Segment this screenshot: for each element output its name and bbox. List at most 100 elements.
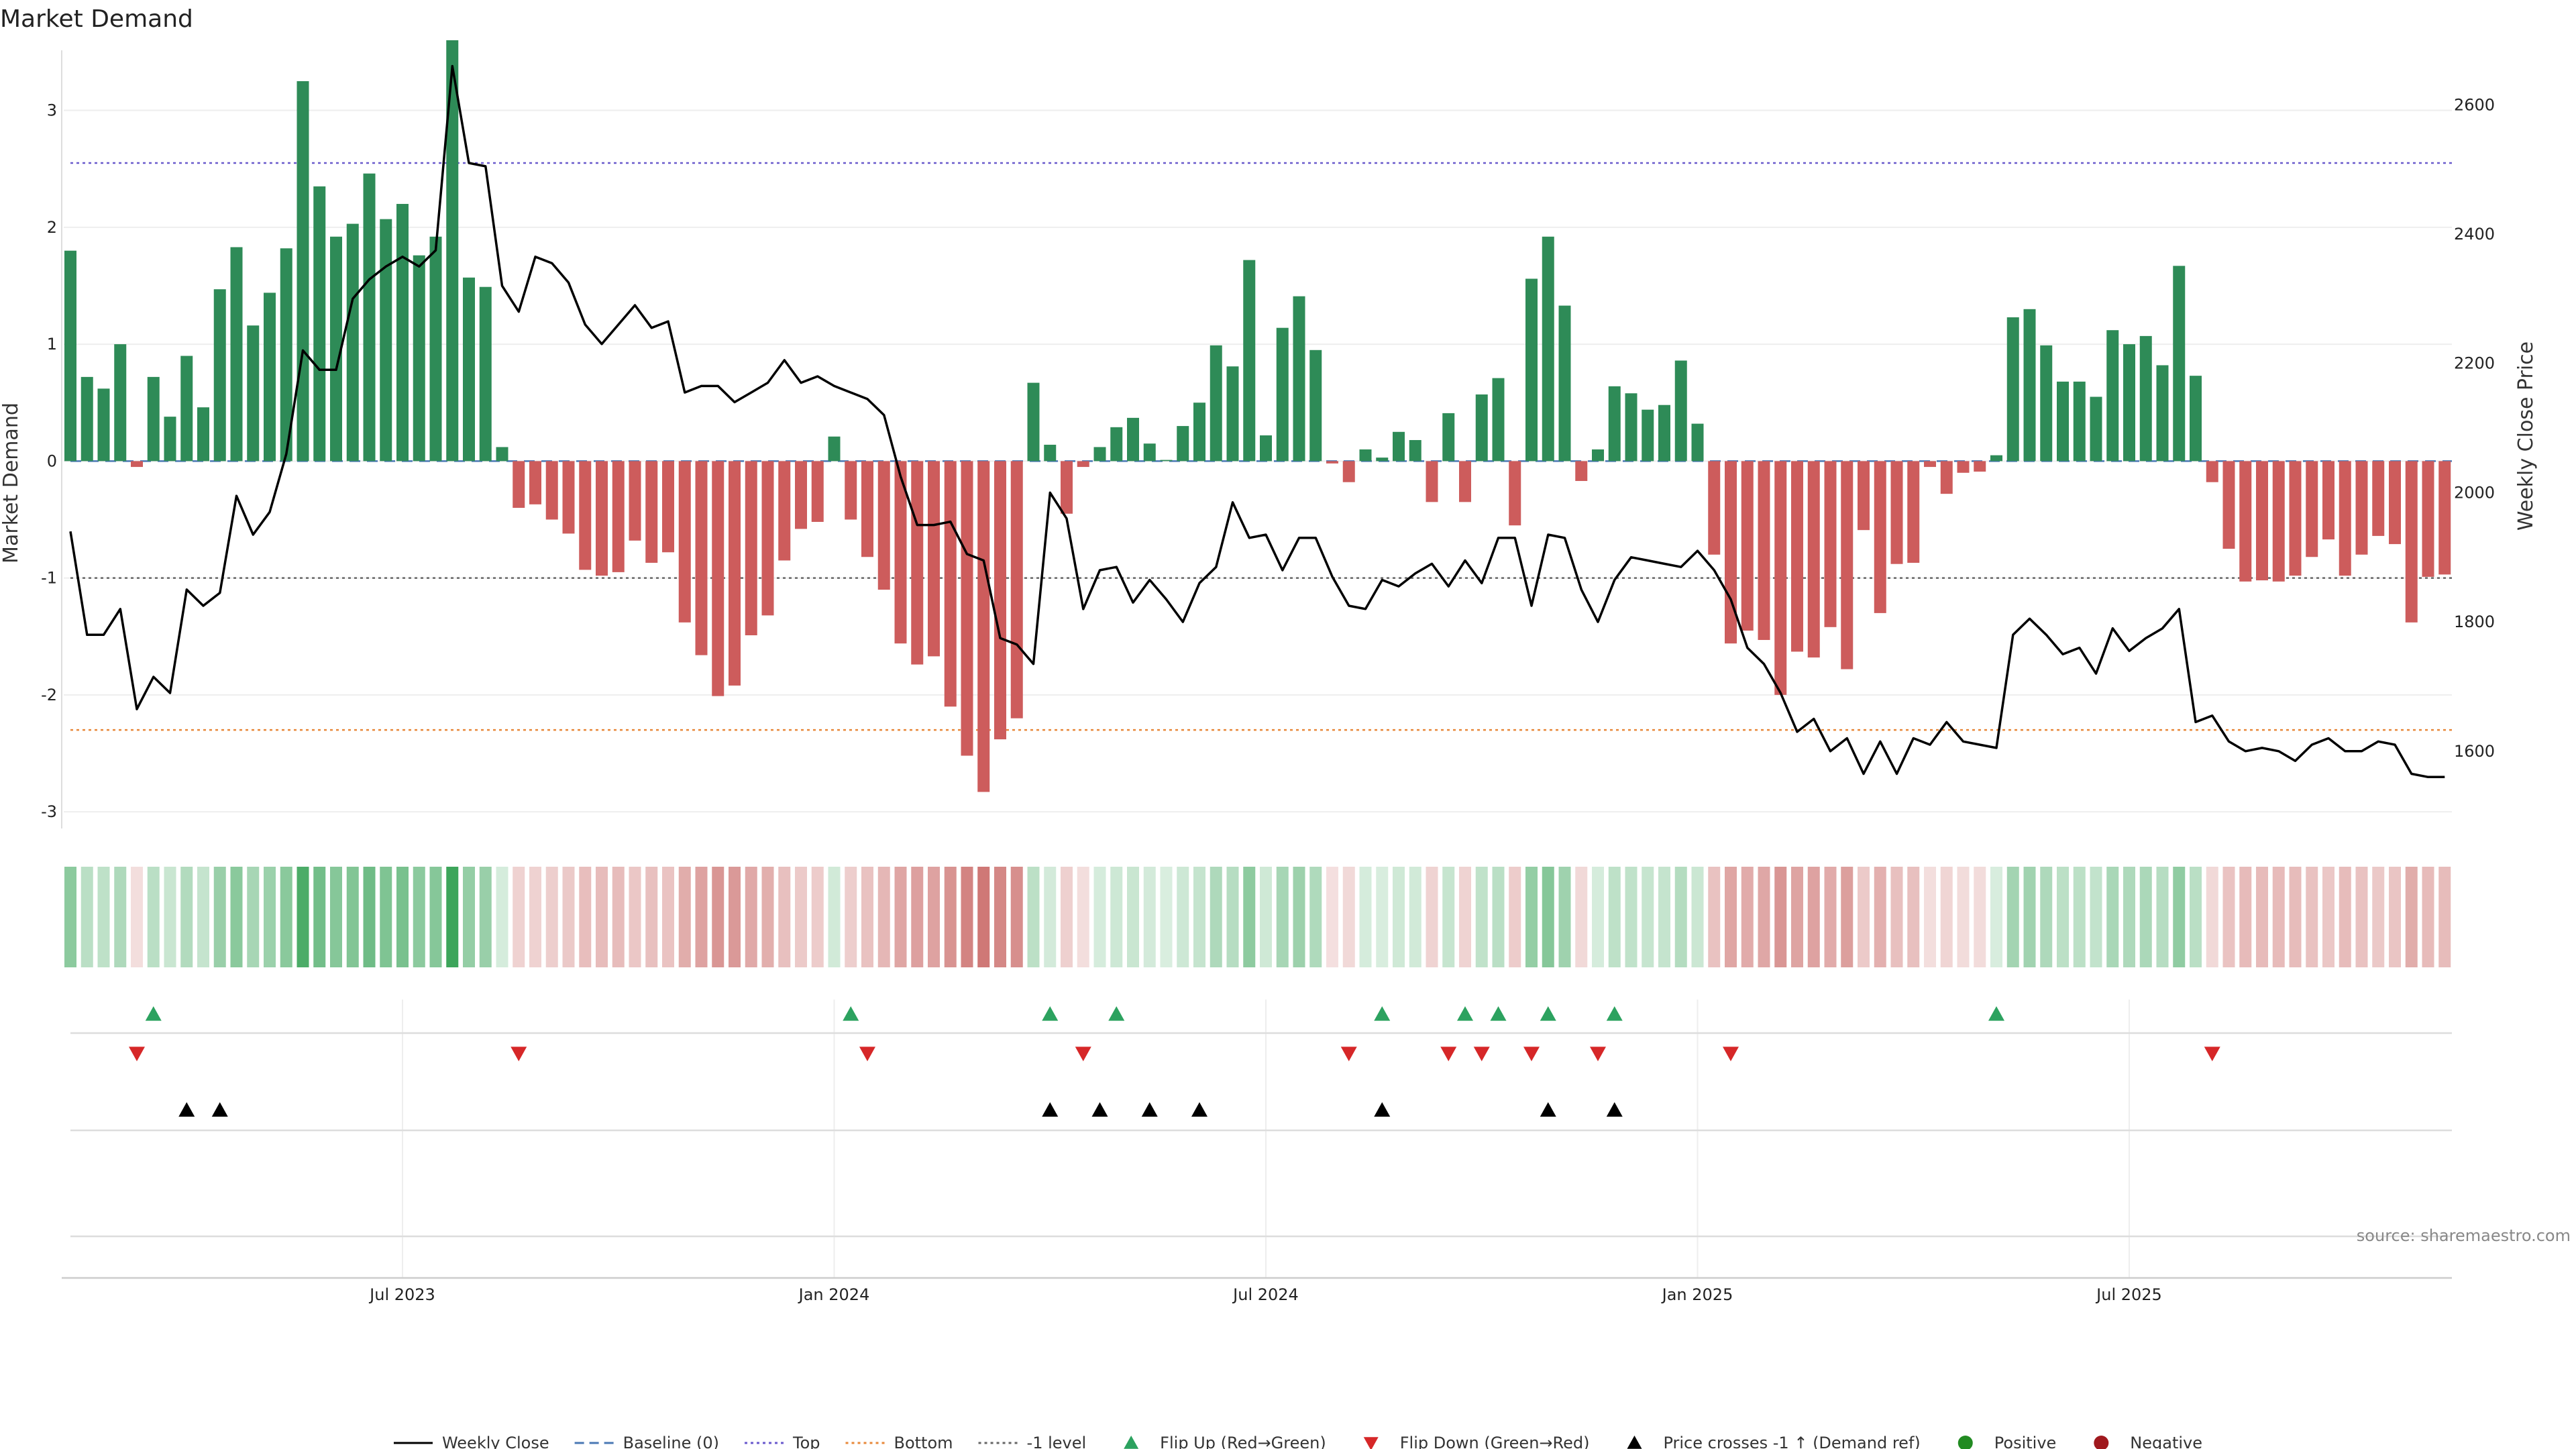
demand-bar — [380, 219, 392, 462]
demand-bar — [761, 461, 774, 616]
heat-cell — [2389, 867, 2401, 967]
heat-cell — [1674, 867, 1687, 967]
heat-cell — [1044, 867, 1057, 967]
source-note: source: sharemaestro.com — [2357, 1226, 2571, 1245]
heat-cell — [545, 867, 558, 967]
demand-bar — [1177, 426, 1189, 462]
y-tick-label: -2 — [41, 686, 57, 704]
heat-cell — [1093, 867, 1106, 967]
demand-bar — [529, 461, 541, 504]
heat-cell — [1243, 867, 1256, 967]
price-cross-marker — [1606, 1102, 1623, 1117]
demand-bar — [1243, 260, 1256, 462]
heat-cell — [413, 867, 425, 967]
heat-cell — [297, 867, 309, 967]
demand-bar — [944, 461, 957, 707]
price-cross-marker — [1374, 1102, 1391, 1117]
y2-tick-label: 1600 — [2454, 742, 2495, 761]
heat-cell — [2405, 867, 2418, 967]
legend-swatch — [1124, 1436, 1139, 1449]
demand-bar — [114, 344, 127, 462]
heat-cell — [1741, 867, 1754, 967]
demand-bar — [1592, 449, 1604, 462]
price-cross-marker — [211, 1102, 228, 1117]
heat-cell — [1542, 867, 1554, 967]
demand-bar — [1409, 439, 1421, 462]
demand-bar — [877, 461, 890, 590]
legend-label: Bottom — [894, 1434, 953, 1449]
legend-label: Top — [792, 1434, 820, 1449]
demand-bar — [645, 461, 658, 563]
chart-title: Market Demand — [0, 5, 193, 33]
heat-cell — [1110, 867, 1123, 967]
demand-bar — [2422, 461, 2434, 577]
heat-cell — [745, 867, 757, 967]
heat-cell — [2239, 867, 2252, 967]
heat-cell — [446, 867, 459, 967]
demand-bar — [811, 461, 824, 522]
demand-bar — [330, 236, 342, 462]
demand-bar — [97, 388, 110, 462]
flip-down-marker — [129, 1046, 145, 1061]
price-cross-marker — [1141, 1102, 1158, 1117]
heat-cell — [1160, 867, 1173, 967]
demand-bar — [2339, 461, 2351, 576]
demand-bar — [662, 461, 674, 553]
flip-down-marker — [511, 1046, 527, 1061]
demand-bar — [1492, 378, 1505, 462]
demand-bar — [2206, 461, 2218, 482]
heat-cell — [1824, 867, 1837, 967]
demand-bar — [2190, 376, 2202, 462]
flip-down-marker — [1075, 1046, 1091, 1061]
heat-cell — [1226, 867, 1239, 967]
demand-bar — [2372, 461, 2385, 536]
demand-bar — [795, 461, 807, 529]
flip-up-marker — [145, 1006, 162, 1021]
demand-bar — [2139, 335, 2152, 462]
demand-bar — [2256, 461, 2268, 581]
demand-bar — [230, 247, 243, 462]
flip-down-marker — [1590, 1046, 1606, 1061]
heat-cell — [1359, 867, 1372, 967]
heat-cell — [2322, 867, 2334, 967]
flip-up-marker — [1606, 1006, 1623, 1021]
heat-cell — [2339, 867, 2351, 967]
y-tick-label: -3 — [41, 802, 57, 821]
legend-swatch — [1957, 1436, 1973, 1449]
flip-up-marker — [1374, 1006, 1391, 1021]
demand-bar — [164, 417, 176, 462]
y2-tick-label: 2600 — [2454, 95, 2495, 114]
demand-bar — [2405, 461, 2418, 623]
heat-cell — [280, 867, 292, 967]
demand-bar — [264, 292, 276, 462]
heat-cell — [877, 867, 890, 967]
heat-cell — [928, 867, 940, 967]
heat-cell — [1592, 867, 1604, 967]
heat-cell — [1725, 867, 1737, 967]
demand-bar — [1924, 461, 1936, 468]
demand-bar — [1010, 461, 1023, 718]
flip-down-marker — [2204, 1046, 2220, 1061]
heat-cell — [2306, 867, 2318, 967]
demand-bar — [1858, 461, 1870, 531]
heat-cell — [1459, 867, 1471, 967]
heat-cell — [1807, 867, 1820, 967]
heat-cell — [828, 867, 841, 967]
demand-bar — [80, 376, 93, 462]
legend-swatch — [1363, 1437, 1379, 1449]
signal-markers — [129, 1006, 2220, 1117]
x-axis: Jul 2023 Jan 2024 Jul 2024 Jan 2025 Jul 2025 — [62, 1000, 2452, 1304]
flip-down-marker — [1473, 1046, 1490, 1061]
x-tick-label: Jul 2023 — [368, 1285, 435, 1304]
weekly-close-line — [69, 64, 2445, 779]
demand-bar — [513, 461, 525, 508]
heat-cell — [1475, 867, 1488, 967]
heat-cell — [213, 867, 226, 967]
heat-cell — [1127, 867, 1139, 967]
demand-bar — [1426, 461, 1438, 502]
demand-bar — [745, 461, 757, 636]
heat-cell — [645, 867, 658, 967]
heat-cell — [562, 867, 575, 967]
legend-label: Flip Up (Red→Green) — [1160, 1434, 1326, 1449]
demand-bar — [363, 173, 376, 462]
